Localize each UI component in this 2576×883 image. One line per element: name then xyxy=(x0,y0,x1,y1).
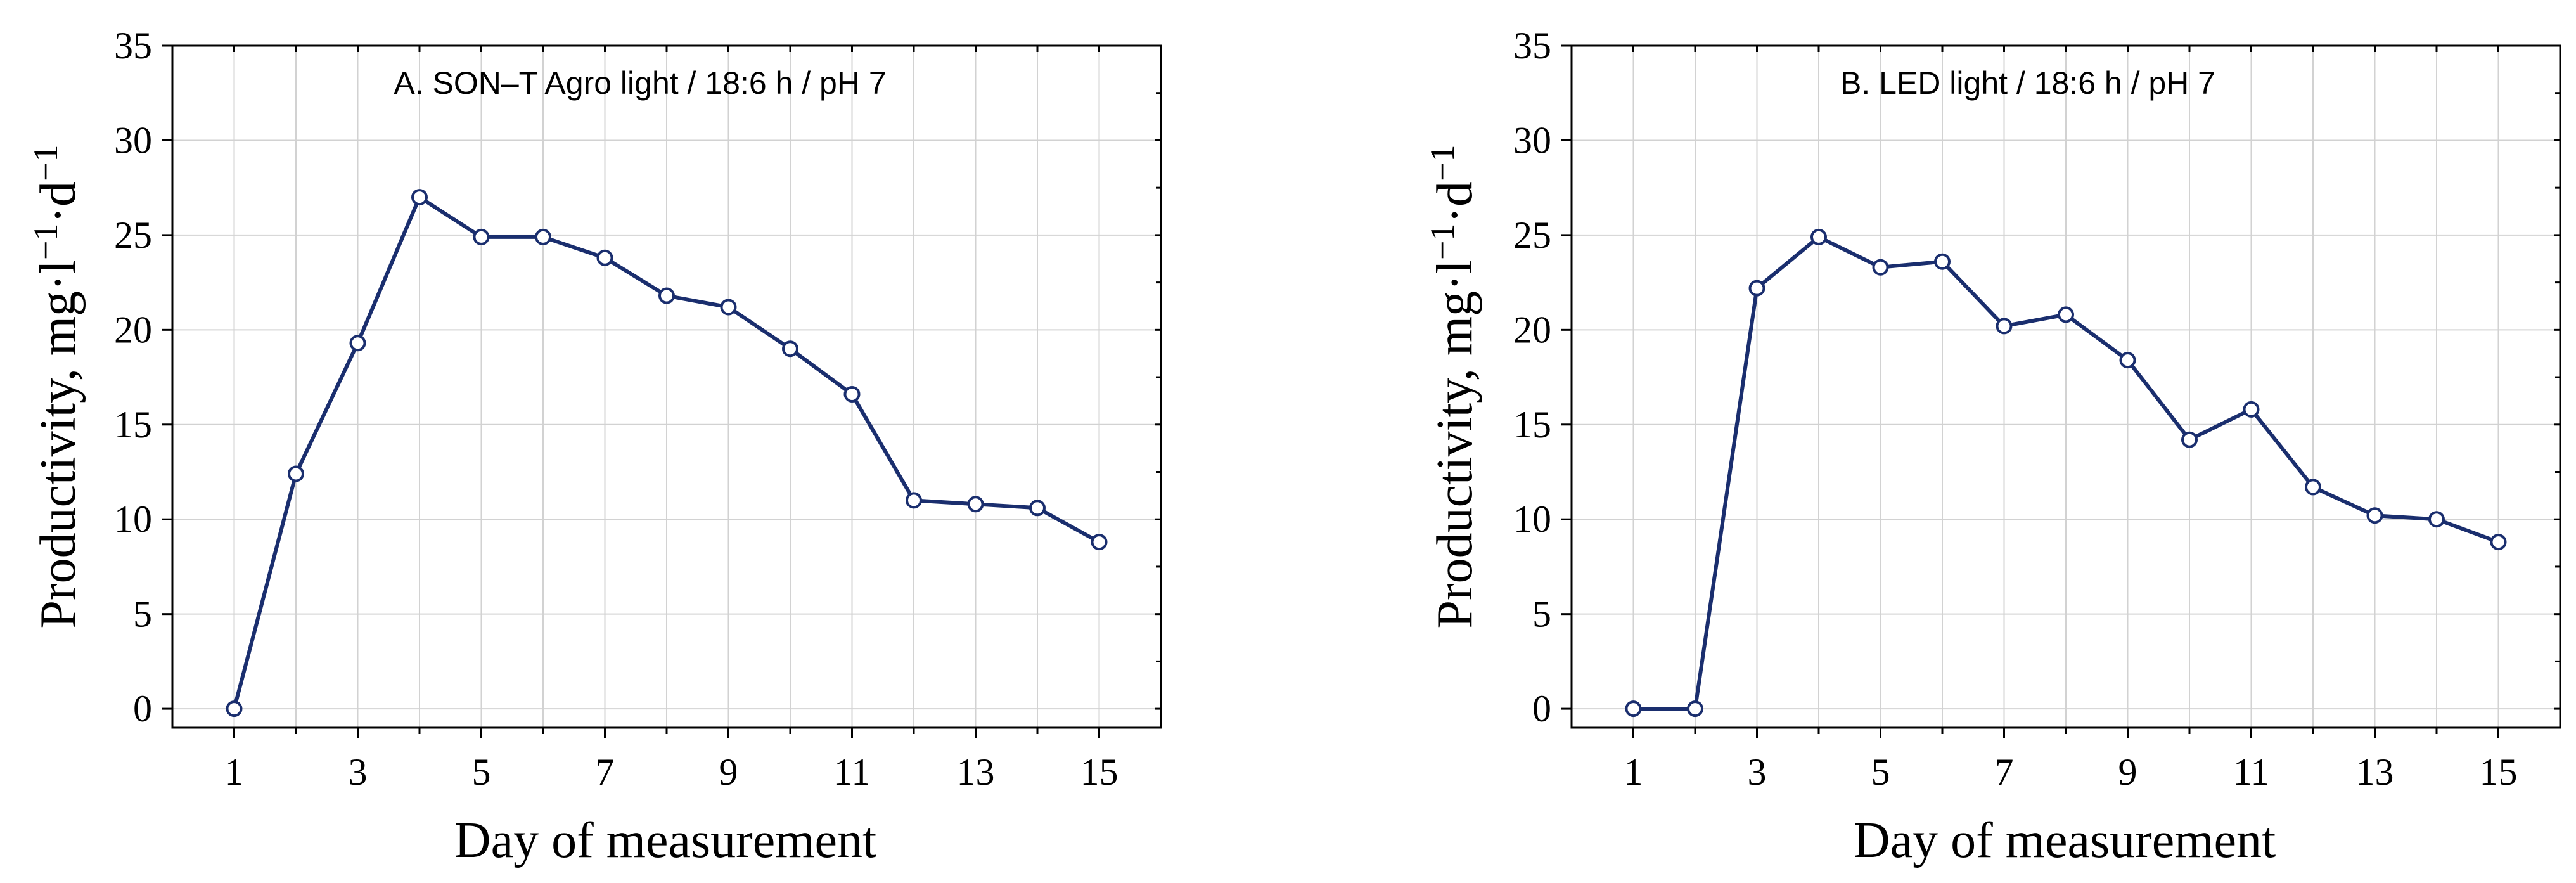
y-tick-label: 0 xyxy=(133,688,152,730)
y-tick-label: 0 xyxy=(1532,688,1551,730)
data-point xyxy=(2490,534,2507,551)
x-tick-label: 1 xyxy=(1624,751,1643,793)
data-point xyxy=(1748,280,1765,297)
y-axis-label-part: ·d xyxy=(30,181,86,224)
panel-title: A. SON–T Agro light / 18:6 h / pH 7 xyxy=(394,65,886,101)
x-tick-label: 9 xyxy=(719,751,738,793)
y-tick-label: 15 xyxy=(114,404,152,446)
x-tick-label: 5 xyxy=(1871,751,1890,793)
data-point xyxy=(1934,253,1951,270)
y-tick-label: 10 xyxy=(114,498,152,540)
data-point xyxy=(2058,306,2074,323)
data-point xyxy=(843,385,861,403)
data-point xyxy=(658,287,675,304)
y-axis-label-superscript: −1 xyxy=(1423,145,1461,181)
y-tick-label: 30 xyxy=(1513,119,1551,161)
data-point xyxy=(2243,401,2260,418)
data-point xyxy=(288,465,304,482)
data-point xyxy=(1687,700,1703,718)
data-point xyxy=(1091,534,1108,551)
data-point xyxy=(349,335,366,352)
data-point xyxy=(2305,479,2321,496)
y-tick-label: 10 xyxy=(1513,498,1551,540)
y-axis-label-superscript: −1 xyxy=(27,224,65,260)
y-tick-label: 5 xyxy=(133,593,152,635)
x-tick-label: 13 xyxy=(2356,751,2394,793)
x-tick-label: 7 xyxy=(596,751,615,793)
data-point xyxy=(1810,228,1827,245)
x-tick-label: 5 xyxy=(472,751,491,793)
data-point xyxy=(1996,318,2013,335)
y-tick-label: 35 xyxy=(1513,25,1551,67)
y-tick-label: 5 xyxy=(1532,593,1551,635)
x-tick-label: 11 xyxy=(2233,751,2270,793)
x-axis-label: Day of measurement xyxy=(1854,813,2276,868)
data-point xyxy=(2119,352,2136,369)
x-axis-label: Day of measurement xyxy=(454,813,876,868)
x-tick-label: 15 xyxy=(2480,751,2518,793)
data-point xyxy=(411,189,428,206)
y-axis-label-superscript: −1 xyxy=(1423,224,1461,260)
data-point xyxy=(1029,500,1046,517)
data-point xyxy=(782,340,798,358)
data-point xyxy=(2181,431,2198,448)
data-point xyxy=(1625,700,1642,718)
data-point xyxy=(535,228,551,245)
x-tick-label: 13 xyxy=(957,751,995,793)
y-tick-label: 20 xyxy=(114,309,152,351)
x-tick-label: 1 xyxy=(225,751,244,793)
y-axis-label: Productivity, mg·l−1·d−1 xyxy=(27,145,86,628)
y-axis-label-superscript: −1 xyxy=(27,145,65,181)
x-tick-label: 3 xyxy=(1748,751,1767,793)
data-point xyxy=(2428,511,2445,528)
panel-title: B. LED light / 18:6 h / pH 7 xyxy=(1840,65,2215,101)
data-point xyxy=(967,496,984,513)
y-tick-label: 25 xyxy=(114,214,152,256)
y-tick-label: 30 xyxy=(114,119,152,161)
data-point xyxy=(720,299,737,316)
y-tick-label: 20 xyxy=(1513,309,1551,351)
y-tick-label: 25 xyxy=(1513,214,1551,256)
y-axis-label-part: Productivity, mg·l xyxy=(1427,260,1483,628)
x-tick-label: 9 xyxy=(2118,751,2137,793)
data-point xyxy=(906,492,922,509)
data-point xyxy=(2366,507,2383,524)
data-point xyxy=(1872,259,1889,276)
y-axis-label: Productivity, mg·l−1·d−1 xyxy=(1423,145,1483,628)
x-tick-label: 3 xyxy=(349,751,368,793)
data-point xyxy=(596,249,613,266)
x-tick-label: 7 xyxy=(1995,751,2014,793)
y-tick-label: 35 xyxy=(114,25,152,67)
data-point xyxy=(473,228,490,245)
y-axis-label-part: Productivity, mg·l xyxy=(30,260,86,628)
x-tick-label: 11 xyxy=(834,751,871,793)
y-tick-label: 15 xyxy=(1513,404,1551,446)
y-axis-label-part: ·d xyxy=(1427,181,1483,224)
data-point xyxy=(226,700,243,718)
x-tick-label: 15 xyxy=(1080,751,1118,793)
